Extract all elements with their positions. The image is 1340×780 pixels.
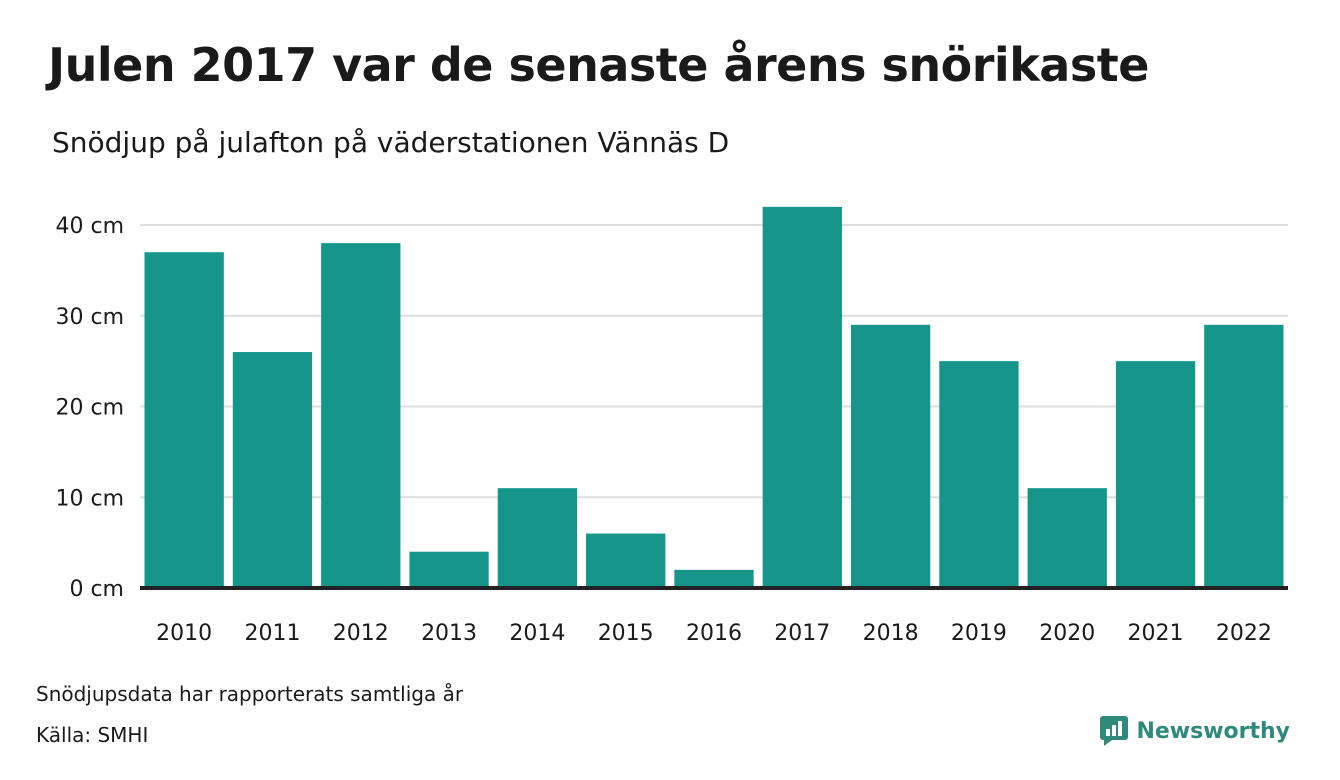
- x-tick-label: 2022: [1216, 621, 1272, 646]
- x-tick-label: 2013: [421, 621, 477, 646]
- bar: [144, 252, 224, 588]
- y-tick-label: 20 cm: [55, 396, 124, 421]
- bar: [409, 551, 489, 588]
- x-tick-label: 2018: [863, 621, 919, 646]
- bar: [321, 243, 401, 588]
- y-tick-label: 0 cm: [69, 577, 124, 602]
- bar: [1115, 361, 1196, 588]
- x-tick-label: 2012: [333, 621, 389, 646]
- y-tick-label: 10 cm: [55, 486, 124, 511]
- x-tick-label: 2015: [598, 621, 654, 646]
- x-tick-label: 2011: [244, 621, 300, 646]
- chart-title: Julen 2017 var de senaste årens snörikas…: [48, 38, 1149, 92]
- footnote: Snödjupsdata har rapporterats samtliga å…: [36, 682, 464, 706]
- x-tick-label: 2010: [156, 621, 212, 646]
- bar: [1027, 488, 1107, 588]
- x-tick-label: 2014: [509, 621, 565, 646]
- chart-subtitle: Snödjup på julafton på väderstationen Vä…: [52, 126, 730, 159]
- x-tick-label: 2016: [686, 621, 742, 646]
- bar: [762, 206, 842, 588]
- y-tick-label: 30 cm: [55, 305, 124, 330]
- x-tick-label: 2020: [1039, 621, 1095, 646]
- x-tick-label: 2017: [774, 621, 830, 646]
- bar: [497, 488, 578, 588]
- bar: [850, 324, 931, 588]
- brand: Newsworthy: [1100, 716, 1290, 746]
- x-tick-label: 2021: [1128, 621, 1184, 646]
- y-tick-label: 40 cm: [55, 214, 124, 239]
- brand-name: Newsworthy: [1136, 718, 1290, 744]
- newsworthy-logo-icon: [1100, 716, 1129, 746]
- x-tick-label: 2019: [951, 621, 1007, 646]
- source-credit: Källa: SMHI: [36, 723, 149, 747]
- bar-chart: 0 cm 10 cm 20 cm 30 cm 40 cm 2010 2011 2012 2013…: [55, 206, 1288, 646]
- bar: [939, 361, 1019, 588]
- bar: [1204, 324, 1284, 588]
- bar: [586, 533, 666, 588]
- bar: [674, 569, 754, 588]
- bar: [232, 352, 313, 588]
